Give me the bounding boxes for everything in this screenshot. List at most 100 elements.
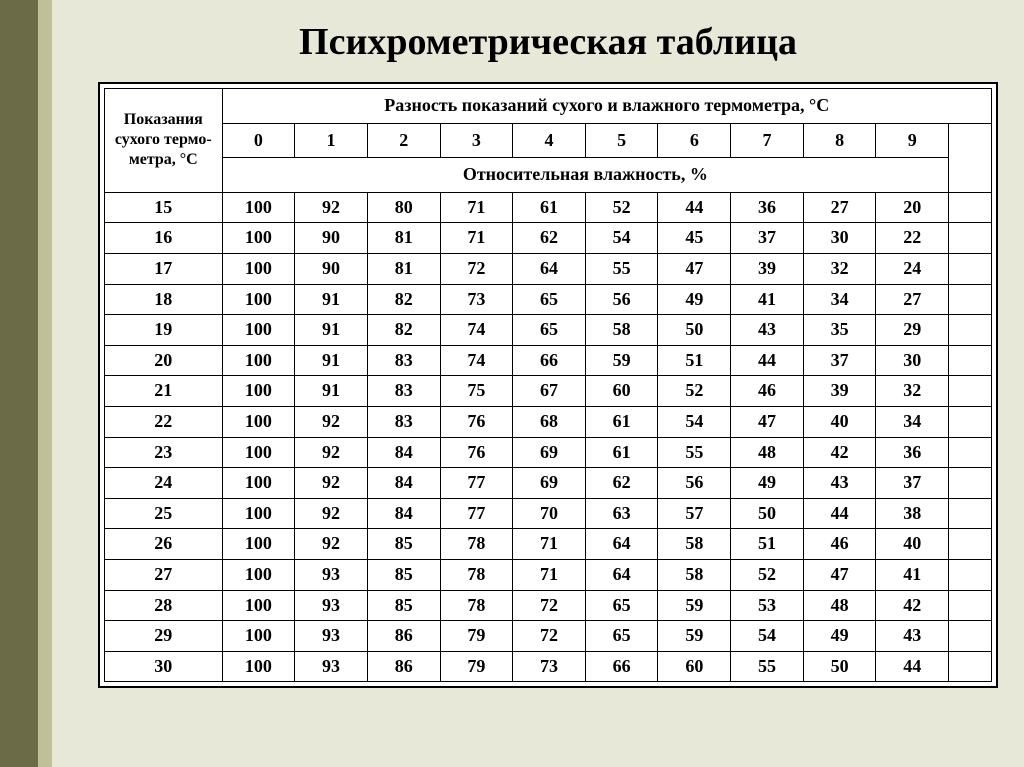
table-row: 23100928476696155484236 [105,437,992,468]
humidity-cell: 38 [876,498,949,529]
humidity-cell: 35 [803,315,876,346]
row-temperature: 29 [105,621,223,652]
empty-cell [949,590,992,621]
empty-cell [949,621,992,652]
humidity-cell: 65 [513,315,586,346]
table-row: 26100928578716458514640 [105,529,992,560]
humidity-cell: 65 [513,284,586,315]
humidity-cell: 77 [440,468,513,499]
humidity-cell: 52 [585,192,658,223]
row-temperature: 21 [105,376,223,407]
humidity-cell: 67 [513,376,586,407]
empty-cell [949,498,992,529]
table-row: 21100918375676052463932 [105,376,992,407]
humidity-cell: 100 [222,590,295,621]
humidity-cell: 66 [585,651,658,682]
humidity-cell: 49 [731,468,804,499]
humidity-cell: 72 [513,621,586,652]
row-temperature: 17 [105,253,223,284]
humidity-cell: 40 [803,406,876,437]
header-humidity-label: Относительная влажность, % [222,158,949,193]
humidity-cell: 76 [440,437,513,468]
humidity-cell: 69 [513,468,586,499]
table-body: 1510092807161524436272016100908171625445… [105,192,992,682]
row-temperature: 28 [105,590,223,621]
humidity-cell: 79 [440,621,513,652]
row-temperature: 26 [105,529,223,560]
humidity-cell: 30 [876,345,949,376]
header-diff-6: 6 [658,123,731,158]
humidity-cell: 32 [876,376,949,407]
humidity-cell: 66 [513,345,586,376]
humidity-cell: 83 [367,406,440,437]
humidity-cell: 57 [658,498,731,529]
humidity-cell: 82 [367,315,440,346]
table-row: 30100938679736660555044 [105,651,992,682]
table-row: 16100908171625445373022 [105,223,992,254]
humidity-cell: 41 [876,559,949,590]
empty-cell [949,345,992,376]
header-diff-0: 0 [222,123,295,158]
humidity-cell: 76 [440,406,513,437]
humidity-cell: 29 [876,315,949,346]
humidity-cell: 79 [440,651,513,682]
empty-cell [949,223,992,254]
humidity-cell: 64 [585,559,658,590]
empty-cell [949,376,992,407]
empty-cell [949,192,992,223]
empty-cell [949,651,992,682]
humidity-cell: 27 [876,284,949,315]
row-temperature: 16 [105,223,223,254]
humidity-cell: 81 [367,223,440,254]
humidity-cell: 85 [367,559,440,590]
humidity-cell: 72 [513,590,586,621]
humidity-cell: 46 [803,529,876,560]
humidity-cell: 78 [440,529,513,560]
humidity-cell: 83 [367,376,440,407]
humidity-cell: 82 [367,284,440,315]
row-temperature: 20 [105,345,223,376]
humidity-cell: 92 [295,498,368,529]
page-title: Психрометрическая таблица [92,20,1004,64]
row-temperature: 19 [105,315,223,346]
humidity-cell: 60 [658,651,731,682]
humidity-cell: 100 [222,621,295,652]
humidity-cell: 74 [440,315,513,346]
humidity-cell: 54 [658,406,731,437]
header-diff-label: Разность показаний сухого и влажного тер… [222,89,991,124]
table-row: 20100918374665951443730 [105,345,992,376]
humidity-cell: 100 [222,559,295,590]
empty-cell [949,529,992,560]
header-diff-4: 4 [513,123,586,158]
humidity-cell: 71 [513,529,586,560]
humidity-cell: 43 [803,468,876,499]
humidity-cell: 41 [731,284,804,315]
table-row: 27100938578716458524741 [105,559,992,590]
row-temperature: 27 [105,559,223,590]
humidity-cell: 56 [658,468,731,499]
humidity-cell: 62 [585,468,658,499]
humidity-cell: 44 [876,651,949,682]
content-area: Психрометрическая таблица Показания сухо… [52,0,1024,698]
humidity-cell: 78 [440,590,513,621]
humidity-cell: 84 [367,468,440,499]
humidity-cell: 100 [222,437,295,468]
humidity-cell: 69 [513,437,586,468]
humidity-cell: 44 [658,192,731,223]
humidity-cell: 63 [585,498,658,529]
humidity-cell: 59 [658,590,731,621]
humidity-cell: 34 [876,406,949,437]
humidity-cell: 71 [440,192,513,223]
humidity-cell: 43 [731,315,804,346]
humidity-cell: 52 [731,559,804,590]
humidity-cell: 50 [731,498,804,529]
humidity-cell: 54 [731,621,804,652]
humidity-cell: 90 [295,253,368,284]
humidity-cell: 100 [222,406,295,437]
header-diff-8: 8 [803,123,876,158]
humidity-cell: 100 [222,498,295,529]
humidity-cell: 92 [295,437,368,468]
humidity-cell: 84 [367,437,440,468]
humidity-cell: 86 [367,621,440,652]
humidity-cell: 37 [731,223,804,254]
